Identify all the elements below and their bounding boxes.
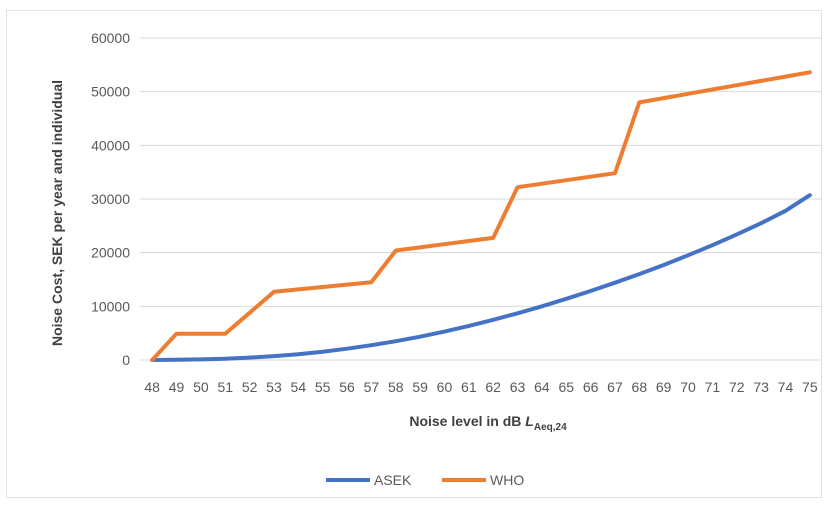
legend: ASEK WHO [326,472,524,488]
x-tick-label: 69 [656,379,672,395]
x-axis-ticks: 48 49 50 51 52 53 54 55 56 57 58 59 60 61 62 63 64 65 66 67… [144,379,817,395]
x-tick-label: 70 [680,379,696,395]
x-tick-label: 48 [144,379,160,395]
x-tick-label: 74 [778,379,794,395]
x-tick-label: 62 [485,379,501,395]
x-tick-label: 54 [291,379,307,395]
x-tick-label: 53 [266,379,282,395]
y-axis-title: Noise Cost, SEK per year and individual [49,80,65,346]
x-axis-title-main: Noise level in dB [409,413,525,429]
legend-label-asek: ASEK [374,472,412,488]
x-tick-label: 64 [534,379,550,395]
x-axis-title: Noise level in dB LAeq,24 [409,413,567,433]
x-tick-label: 49 [169,379,185,395]
x-tick-label: 58 [388,379,404,395]
y-tick-label: 30000 [91,191,130,207]
y-tick-label: 60000 [91,30,130,46]
y-tick-label: 20000 [91,245,130,261]
series-lines [150,70,812,362]
x-tick-label: 75 [802,379,818,395]
x-tick-label: 68 [632,379,648,395]
x-tick-label: 51 [217,379,233,395]
x-tick-label: 63 [510,379,526,395]
x-tick-label: 59 [412,379,428,395]
x-tick-label: 65 [558,379,574,395]
x-tick-label: 72 [729,379,745,395]
x-tick-label: 55 [315,379,331,395]
x-tick-label: 67 [607,379,623,395]
x-tick-label: 66 [583,379,599,395]
y-axis-ticks: 0 10000 20000 30000 40000 50000 60000 [91,30,130,368]
y-tick-label: 10000 [91,298,130,314]
y-tick-label: 0 [122,352,130,368]
x-tick-label: 57 [364,379,380,395]
y-tick-label: 40000 [91,137,130,153]
x-axis-title-subscript: Aeq,24 [534,422,567,433]
y-tick-label: 50000 [91,84,130,100]
x-tick-label: 52 [242,379,258,395]
x-tick-label: 73 [753,379,769,395]
series-line-asek [150,193,812,362]
x-tick-label: 61 [461,379,477,395]
x-tick-label: 71 [705,379,721,395]
x-tick-label: 60 [437,379,453,395]
legend-label-who: WHO [490,472,524,488]
series-line-who [150,70,812,362]
x-tick-label: 56 [339,379,355,395]
x-axis-title-italic: L [525,413,534,429]
x-tick-label: 50 [193,379,209,395]
